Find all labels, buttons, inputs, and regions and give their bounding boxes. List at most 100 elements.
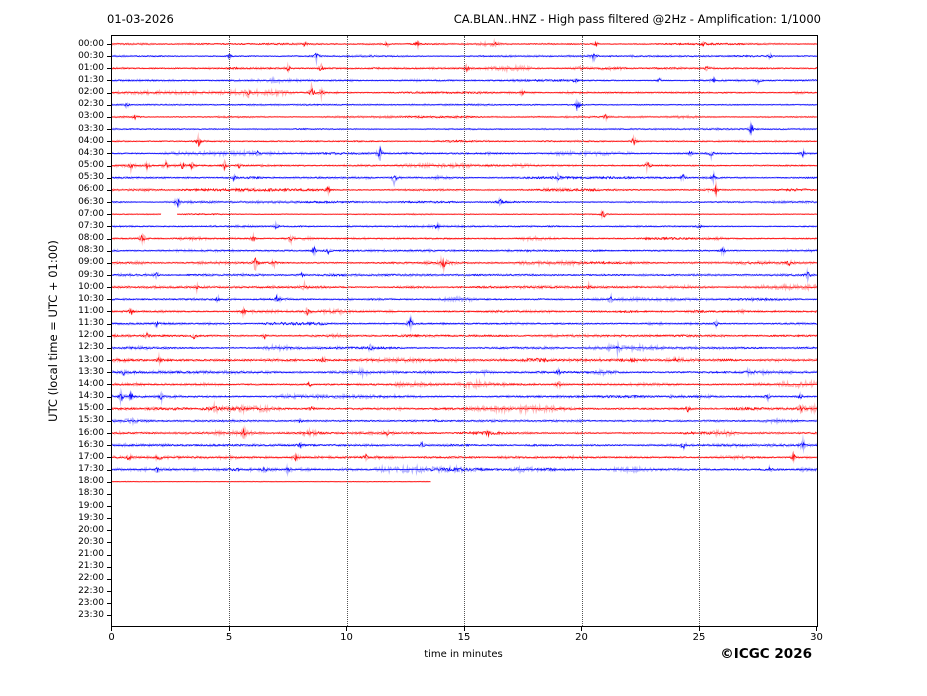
y-tick-label-08:00: 08:00 xyxy=(78,233,104,244)
y-tick-label-01:30: 01:30 xyxy=(78,74,104,85)
y-tick-23:30 xyxy=(107,615,111,617)
y-tick-19:30 xyxy=(107,518,111,520)
gridline-15min xyxy=(464,36,465,626)
y-tick-15:30 xyxy=(107,420,111,422)
gridline-20min xyxy=(581,36,583,626)
y-tick-label-21:30: 21:30 xyxy=(78,561,104,572)
y-tick-17:30 xyxy=(107,469,111,471)
x-tick-label-0: 0 xyxy=(108,632,115,643)
y-tick-label-08:30: 08:30 xyxy=(78,245,104,256)
y-tick-label-05:30: 05:30 xyxy=(78,172,104,183)
y-tick-label-12:00: 12:00 xyxy=(78,330,104,341)
page-title: CA.BLAN..HNZ - High pass filtered @2Hz -… xyxy=(453,12,821,26)
y-tick-09:00 xyxy=(107,262,111,264)
x-tick-label-20: 20 xyxy=(575,632,588,643)
y-tick-12:00 xyxy=(107,335,111,337)
y-tick-16:30 xyxy=(107,445,111,447)
y-tick-label-23:30: 23:30 xyxy=(78,609,104,620)
y-tick-13:00 xyxy=(107,360,111,362)
y-tick-05:30 xyxy=(107,177,111,179)
y-tick-label-01:00: 01:00 xyxy=(78,62,104,73)
y-tick-14:00 xyxy=(107,384,111,386)
y-tick-23:00 xyxy=(107,603,111,605)
y-tick-label-14:00: 14:00 xyxy=(78,378,104,389)
x-tick-10 xyxy=(346,627,347,631)
copyright-label: ©ICGC 2026 xyxy=(720,646,812,662)
y-tick-label-16:00: 16:00 xyxy=(78,427,104,438)
y-tick-label-21:00: 21:00 xyxy=(78,549,104,560)
y-tick-label-22:00: 22:00 xyxy=(78,573,104,584)
x-tick-5 xyxy=(228,627,230,631)
x-axis-label: time in minutes xyxy=(424,649,503,660)
y-tick-17:00 xyxy=(107,457,111,459)
x-tick-20 xyxy=(581,627,582,631)
y-tick-label-18:00: 18:00 xyxy=(78,476,104,487)
y-tick-04:30 xyxy=(107,153,111,155)
y-tick-label-07:00: 07:00 xyxy=(78,208,104,219)
y-tick-22:30 xyxy=(107,591,111,593)
y-tick-label-19:30: 19:30 xyxy=(78,512,104,523)
y-tick-label-02:30: 02:30 xyxy=(78,99,104,110)
y-tick-18:00 xyxy=(107,481,111,483)
y-tick-13:30 xyxy=(107,372,111,374)
y-tick-label-17:30: 17:30 xyxy=(78,464,104,475)
y-tick-label-19:00: 19:00 xyxy=(78,500,104,511)
date-label: 01-03-2026 xyxy=(107,12,174,26)
y-tick-label-06:30: 06:30 xyxy=(78,196,104,207)
y-tick-label-06:00: 06:00 xyxy=(78,184,104,195)
x-tick-label-25: 25 xyxy=(692,632,706,643)
y-tick-label-23:00: 23:00 xyxy=(78,597,104,608)
y-tick-10:00 xyxy=(107,287,111,289)
y-tick-20:00 xyxy=(107,530,111,532)
y-tick-label-12:30: 12:30 xyxy=(78,342,104,353)
y-tick-15:00 xyxy=(107,408,111,410)
y-tick-02:00 xyxy=(107,92,111,94)
y-tick-label-16:30: 16:30 xyxy=(78,439,104,450)
x-tick-25 xyxy=(698,627,700,631)
y-tick-label-11:30: 11:30 xyxy=(78,318,104,329)
y-tick-03:00 xyxy=(107,116,111,118)
y-tick-14:30 xyxy=(107,396,111,398)
y-tick-20:30 xyxy=(107,542,111,544)
y-tick-label-10:00: 10:00 xyxy=(78,281,104,292)
y-tick-01:30 xyxy=(107,80,111,82)
gridline-25min xyxy=(699,36,700,626)
y-tick-19:00 xyxy=(107,506,111,507)
y-tick-label-09:30: 09:30 xyxy=(78,269,104,280)
y-tick-label-03:30: 03:30 xyxy=(78,123,104,134)
x-tick-30 xyxy=(816,627,817,631)
y-tick-label-00:00: 00:00 xyxy=(78,38,104,49)
y-tick-05:00 xyxy=(107,165,111,167)
y-tick-04:00 xyxy=(107,141,111,143)
y-tick-02:30 xyxy=(107,104,111,106)
x-tick-0 xyxy=(111,627,112,631)
y-tick-label-20:00: 20:00 xyxy=(78,524,104,535)
y-tick-06:30 xyxy=(107,202,111,204)
y-tick-label-14:30: 14:30 xyxy=(78,391,104,402)
gridline-10min xyxy=(346,36,348,626)
x-tick-label-5: 5 xyxy=(225,632,233,643)
y-tick-label-15:30: 15:30 xyxy=(78,415,104,426)
x-tick-label-30: 30 xyxy=(810,632,823,643)
y-tick-06:00 xyxy=(107,189,111,191)
x-tick-label-15: 15 xyxy=(457,632,471,643)
y-tick-label-18:30: 18:30 xyxy=(78,488,104,499)
y-tick-03:30 xyxy=(107,129,111,131)
y-tick-label-04:30: 04:30 xyxy=(78,147,104,158)
y-tick-label-22:30: 22:30 xyxy=(78,585,104,596)
x-tick-label-10: 10 xyxy=(340,632,353,643)
y-tick-label-20:30: 20:30 xyxy=(78,536,104,547)
y-tick-label-13:30: 13:30 xyxy=(78,366,104,377)
y-tick-label-00:30: 00:30 xyxy=(78,50,104,61)
y-tick-21:00 xyxy=(107,554,111,556)
y-tick-12:30 xyxy=(107,347,111,349)
y-tick-09:30 xyxy=(107,275,111,276)
y-tick-label-02:00: 02:00 xyxy=(78,87,104,98)
y-tick-00:30 xyxy=(107,56,111,58)
y-tick-label-11:00: 11:00 xyxy=(78,305,104,316)
y-tick-label-04:00: 04:00 xyxy=(78,135,104,146)
y-tick-22:00 xyxy=(107,578,111,580)
y-tick-10:30 xyxy=(107,299,111,301)
y-tick-07:00 xyxy=(107,214,111,216)
